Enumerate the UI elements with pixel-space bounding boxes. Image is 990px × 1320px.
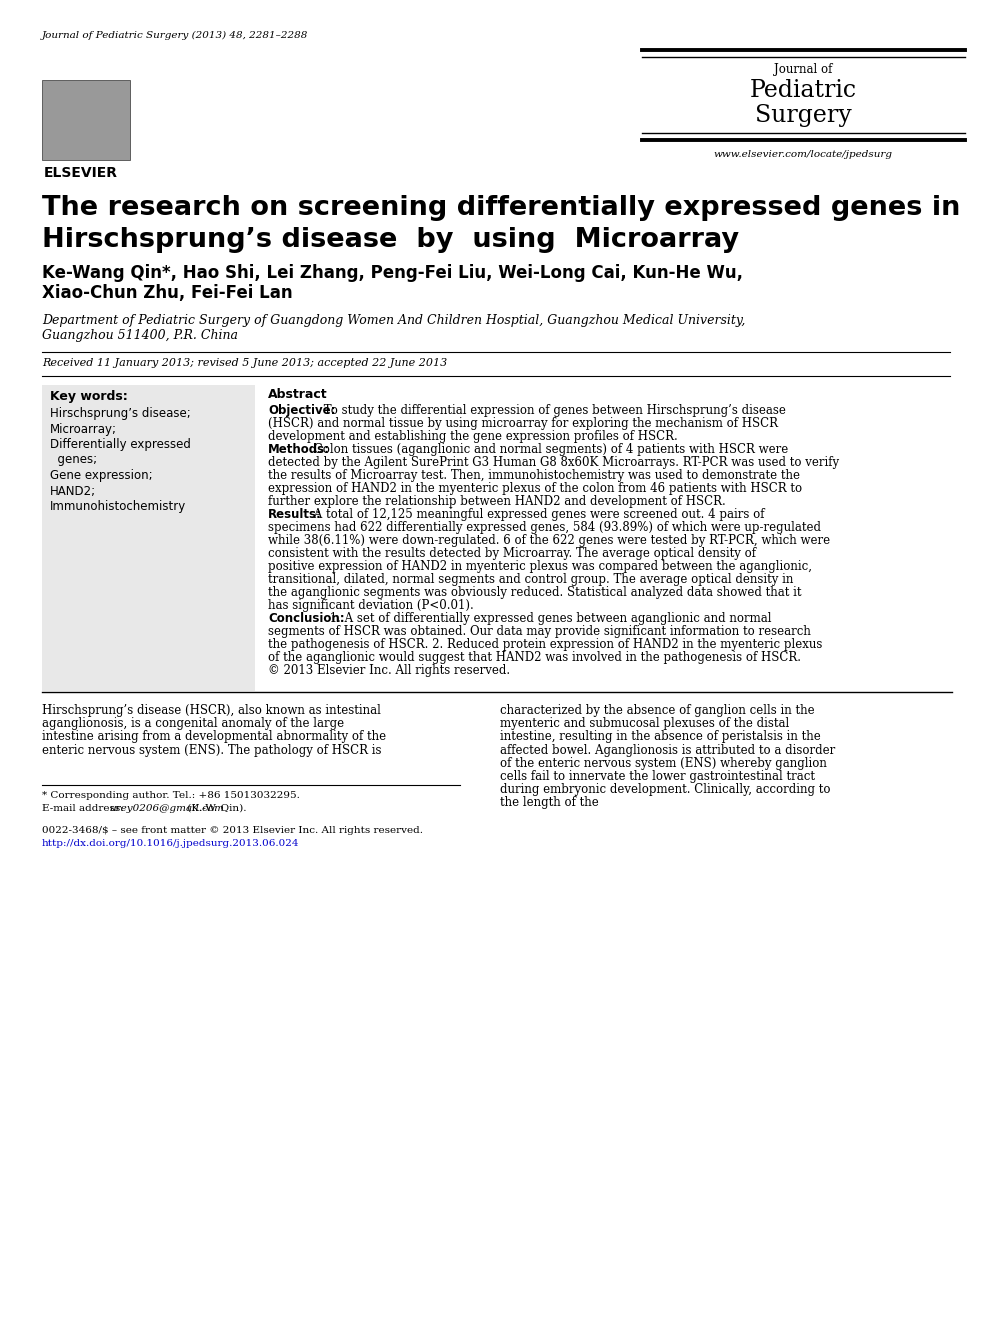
Text: http://dx.doi.org/10.1016/j.jpedsurg.2013.06.024: http://dx.doi.org/10.1016/j.jpedsurg.201… <box>42 838 300 847</box>
Text: Guangzhou 511400, P.R. China: Guangzhou 511400, P.R. China <box>42 329 238 342</box>
Text: Conclusion:: Conclusion: <box>268 612 345 624</box>
Text: www.elsevier.com/locate/jpedsurg: www.elsevier.com/locate/jpedsurg <box>714 150 893 158</box>
Text: further explore the relationship between HAND2 and development of HSCR.: further explore the relationship between… <box>268 495 726 508</box>
Text: while 38(6.11%) were down-regulated. 6 of the 622 genes were tested by RT-PCR, w: while 38(6.11%) were down-regulated. 6 o… <box>268 535 831 546</box>
Text: the results of Microarray test. Then, immunohistochemistry was used to demonstra: the results of Microarray test. Then, im… <box>268 469 800 482</box>
Text: Department of Pediatric Surgery of Guangdong Women And Children Hosptial, Guangz: Department of Pediatric Surgery of Guang… <box>42 314 745 327</box>
Text: (HSCR) and normal tissue by using microarray for exploring the mechanism of HSCR: (HSCR) and normal tissue by using microa… <box>268 417 778 430</box>
Text: has significant deviation (P<0.01).: has significant deviation (P<0.01). <box>268 599 474 612</box>
Text: HAND2;: HAND2; <box>50 484 96 498</box>
Text: Hirschsprung’s disease  by  using  Microarray: Hirschsprung’s disease by using Microarr… <box>42 227 739 253</box>
Text: Pediatric: Pediatric <box>749 79 856 102</box>
Text: enteric nervous system (ENS). The pathology of HSCR is: enteric nervous system (ENS). The pathol… <box>42 743 381 756</box>
Text: 0022-3468/$ – see front matter © 2013 Elsevier Inc. All rights reserved.: 0022-3468/$ – see front matter © 2013 El… <box>42 826 423 834</box>
Text: Methods:: Methods: <box>268 444 330 455</box>
Text: Journal of Pediatric Surgery (2013) 48, 2281–2288: Journal of Pediatric Surgery (2013) 48, … <box>42 30 308 40</box>
Text: transitional, dilated, normal segments and control group. The average optical de: transitional, dilated, normal segments a… <box>268 573 793 586</box>
Text: Results:: Results: <box>268 508 322 521</box>
Text: Immunohistochemistry: Immunohistochemistry <box>50 500 186 513</box>
Text: Hirschsprung’s disease (HSCR), also known as intestinal: Hirschsprung’s disease (HSCR), also know… <box>42 704 381 717</box>
Text: E-mail address:: E-mail address: <box>42 804 127 813</box>
Text: the length of the: the length of the <box>500 796 599 809</box>
Text: the pathogenesis of HSCR. 2. Reduced protein expression of HAND2 in the myenteri: the pathogenesis of HSCR. 2. Reduced pro… <box>268 638 823 651</box>
Text: development and establishing the gene expression profiles of HSCR.: development and establishing the gene ex… <box>268 430 678 444</box>
Text: Key words:: Key words: <box>50 389 128 403</box>
Bar <box>42 385 255 690</box>
Text: cells fail to innervate the lower gastrointestinal tract: cells fail to innervate the lower gastro… <box>500 770 815 783</box>
Text: detected by the Agilent SurePrint G3 Human G8 8x60K Microarrays. RT-PCR was used: detected by the Agilent SurePrint G3 Hum… <box>268 455 840 469</box>
Text: ELSEVIER: ELSEVIER <box>44 166 118 180</box>
Text: Differentially expressed: Differentially expressed <box>50 438 191 451</box>
Text: characterized by the absence of ganglion cells in the: characterized by the absence of ganglion… <box>500 704 815 717</box>
Text: urey0206@gmail.com: urey0206@gmail.com <box>109 804 224 813</box>
Text: Abstract: Abstract <box>268 388 328 401</box>
Text: myenteric and submucosal plexuses of the distal: myenteric and submucosal plexuses of the… <box>500 717 789 730</box>
Text: during embryonic development. Clinically, according to: during embryonic development. Clinically… <box>500 783 831 796</box>
Text: To study the differential expression of genes between Hirschsprung’s disease: To study the differential expression of … <box>321 404 786 417</box>
Text: Microarray;: Microarray; <box>50 422 117 436</box>
Text: intestine arising from a developmental abnormality of the: intestine arising from a developmental a… <box>42 730 386 743</box>
Text: Received 11 January 2013; revised 5 June 2013; accepted 22 June 2013: Received 11 January 2013; revised 5 June… <box>42 358 447 368</box>
Text: segments of HSCR was obtained. Our data may provide significant information to r: segments of HSCR was obtained. Our data … <box>268 624 811 638</box>
Text: Journal of: Journal of <box>774 63 833 77</box>
Text: aganglionosis, is a congenital anomaly of the large: aganglionosis, is a congenital anomaly o… <box>42 717 345 730</box>
Text: © 2013 Elsevier Inc. All rights reserved.: © 2013 Elsevier Inc. All rights reserved… <box>268 664 510 677</box>
Text: of the enteric nervous system (ENS) whereby ganglion: of the enteric nervous system (ENS) wher… <box>500 756 827 770</box>
Text: Hirschsprung’s disease;: Hirschsprung’s disease; <box>50 407 191 420</box>
Text: 1. A set of differentially expressed genes between aganglionic and normal: 1. A set of differentially expressed gen… <box>326 612 771 624</box>
Bar <box>42 81 130 160</box>
Text: genes;: genes; <box>50 454 97 466</box>
Text: positive expression of HAND2 in myenteric plexus was compared between the agangl: positive expression of HAND2 in myenteri… <box>268 560 812 573</box>
Text: expression of HAND2 in the myenteric plexus of the colon from 46 patients with H: expression of HAND2 in the myenteric ple… <box>268 482 802 495</box>
Text: affected bowel. Aganglionosis is attributed to a disorder: affected bowel. Aganglionosis is attribu… <box>500 743 836 756</box>
Text: * Corresponding author. Tel.: +86 15013032295.: * Corresponding author. Tel.: +86 150130… <box>42 791 300 800</box>
Text: (K.-W. Qin).: (K.-W. Qin). <box>184 804 247 813</box>
Text: Surgery: Surgery <box>754 104 851 127</box>
Text: Colon tissues (aganglionic and normal segments) of 4 patients with HSCR were: Colon tissues (aganglionic and normal se… <box>310 444 788 455</box>
Text: of the aganglionic would suggest that HAND2 was involved in the pathogenesis of : of the aganglionic would suggest that HA… <box>268 651 801 664</box>
Text: Ke-Wang Qin*, Hao Shi, Lei Zhang, Peng-Fei Liu, Wei-Long Cai, Kun-He Wu,: Ke-Wang Qin*, Hao Shi, Lei Zhang, Peng-F… <box>42 264 743 282</box>
Text: intestine, resulting in the absence of peristalsis in the: intestine, resulting in the absence of p… <box>500 730 821 743</box>
Text: the aganglionic segments was obviously reduced. Statistical analyzed data showed: the aganglionic segments was obviously r… <box>268 586 802 599</box>
Text: Objective:: Objective: <box>268 404 336 417</box>
Text: specimens had 622 differentially expressed genes, 584 (93.89%) of which were up-: specimens had 622 differentially express… <box>268 521 821 535</box>
Text: consistent with the results detected by Microarray. The average optical density : consistent with the results detected by … <box>268 546 756 560</box>
Text: The research on screening differentially expressed genes in: The research on screening differentially… <box>42 195 960 220</box>
Text: Gene expression;: Gene expression; <box>50 469 152 482</box>
Text: A total of 12,125 meaningful expressed genes were screened out. 4 pairs of: A total of 12,125 meaningful expressed g… <box>310 508 764 521</box>
Text: Xiao-Chun Zhu, Fei-Fei Lan: Xiao-Chun Zhu, Fei-Fei Lan <box>42 284 293 302</box>
